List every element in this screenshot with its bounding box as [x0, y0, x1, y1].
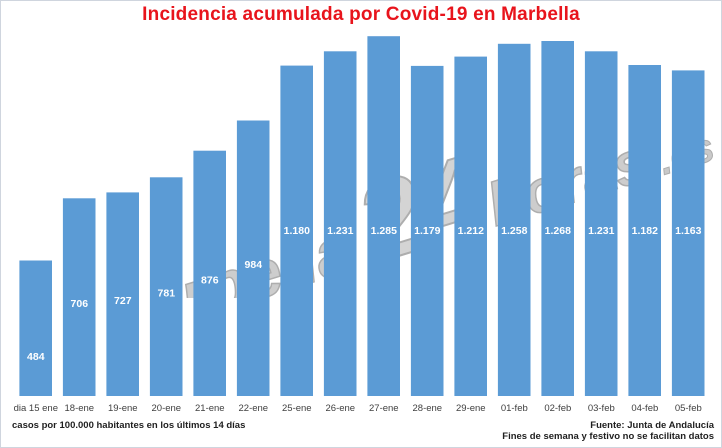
x-tick-label: 28-ene	[413, 403, 443, 414]
data-label: 1.182	[632, 225, 658, 237]
data-label: 706	[71, 298, 89, 310]
bar-25-ene	[280, 65, 313, 396]
footer-note-right: Fines de semana y festivo no se facilita…	[502, 431, 714, 442]
bar-29-ene	[454, 56, 487, 396]
bar-03-feb	[584, 51, 618, 397]
bar-dia-15-ene	[19, 260, 52, 396]
bar-19-ene	[106, 192, 139, 396]
data-label: 1.268	[545, 225, 571, 237]
data-label: 1.258	[501, 225, 527, 237]
x-tick-label: 03-feb	[588, 403, 615, 414]
x-tick-label: 22-ene	[239, 403, 269, 414]
bar-21-ene	[193, 150, 226, 396]
bar-01-feb	[497, 43, 531, 397]
bar-27-ene	[367, 36, 400, 396]
x-tick-label: 27-ene	[369, 403, 399, 414]
x-tick-label: 20-ene	[152, 403, 182, 414]
x-tick-label: 26-ene	[326, 403, 356, 414]
data-label: 781	[158, 288, 176, 300]
bar-04-feb	[628, 65, 661, 396]
x-tick-label: 02-feb	[544, 403, 571, 414]
x-tick-label: dia 15 ene	[14, 403, 58, 414]
data-label: 727	[114, 295, 132, 307]
chart-title: Incidencia acumulada por Covid-19 en Mar…	[142, 4, 580, 25]
data-label: 984	[245, 259, 263, 271]
bar-20-ene	[149, 177, 183, 396]
x-tick-label: 04-feb	[631, 403, 658, 414]
bar-28-ene	[410, 65, 444, 397]
footer-source: Fuente: Junta de Andalucía	[590, 420, 714, 431]
data-label: 1.231	[327, 225, 353, 237]
data-label: 1.179	[414, 225, 440, 237]
x-tick-label: 01-feb	[501, 403, 528, 414]
bar-22-ene	[236, 120, 270, 396]
x-tick-label: 18-ene	[65, 403, 95, 414]
data-label: 484	[27, 351, 45, 363]
x-tick-label: 19-ene	[108, 403, 138, 414]
data-label: 1.212	[458, 225, 484, 237]
x-tick-label: 21-ene	[195, 403, 225, 414]
data-label: 1.180	[284, 225, 310, 237]
x-tick-label: 25-ene	[282, 403, 312, 414]
data-label: 1.285	[371, 225, 397, 237]
bar-05-feb	[671, 70, 705, 397]
x-tick-label: 05-feb	[675, 403, 702, 414]
data-label: 876	[201, 274, 219, 286]
x-tick-label: 29-ene	[456, 403, 486, 414]
data-label: 1.231	[588, 225, 614, 237]
data-label: 1.163	[675, 225, 701, 237]
bar-02-feb	[541, 41, 574, 396]
bar-18-ene	[62, 198, 96, 396]
footer-note-left: casos por 100.000 habitantes en los últi…	[12, 420, 246, 431]
bar-26-ene	[323, 51, 357, 397]
footer-notes-right: Fuente: Junta de Andalucía Fines de sema…	[502, 420, 714, 442]
